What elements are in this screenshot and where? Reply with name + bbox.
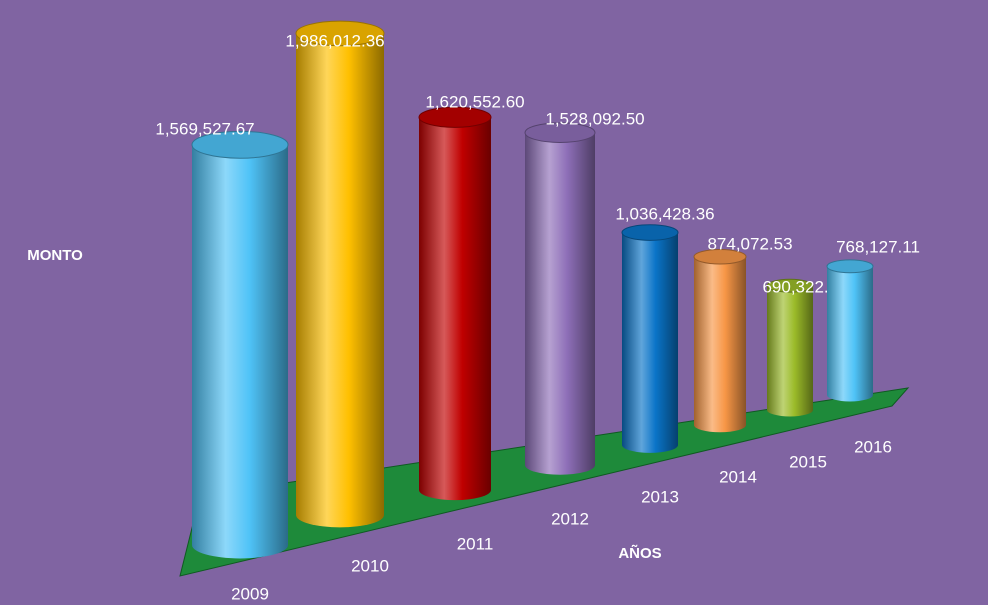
x-tick-label: 2011 [457,534,494,553]
bar-top [693,248,747,265]
bar-top [766,278,814,293]
value-label: 768,127.11 [836,237,920,256]
x-tick-label: 2014 [719,467,757,486]
bar-body [296,33,384,528]
bar-body [694,256,746,433]
x-tick-label: 2010 [351,556,389,575]
x-tick-label: 2015 [789,452,827,471]
bar-top [621,224,679,241]
value-label: 1,986,012.36 [285,31,384,50]
bar-body [525,132,595,475]
y-axis-label: MONTO [27,247,83,264]
bar [693,248,747,433]
bar [826,259,874,402]
bar [191,130,289,559]
x-tick-label: 2012 [551,509,589,528]
bar [524,122,596,475]
value-label: 690,322.71 [762,277,847,296]
bar-body [419,117,491,501]
bar-body [827,266,873,402]
bar-top [826,259,874,274]
bar-top [191,130,289,159]
bar-top [295,20,385,47]
value-label: 1,569,527.67 [155,119,254,138]
x-tick-label: 2009 [231,584,269,603]
value-label: 1,528,092.50 [545,109,644,128]
bar [418,106,492,501]
bar-top [418,106,492,128]
bar [295,20,385,528]
bar-top [524,122,596,143]
value-label: 874,072.53 [707,234,792,253]
bar [621,224,679,453]
x-tick-label: 2016 [854,437,892,456]
x-axis-label: AÑOS [618,544,661,562]
bar-body [622,232,678,453]
bar-body [767,285,813,417]
bar [766,278,814,417]
value-label: 1,620,552.60 [425,92,524,111]
value-label: 1,036,428.36 [615,204,714,223]
bar-body [192,144,288,559]
x-tick-label: 2013 [641,487,679,506]
